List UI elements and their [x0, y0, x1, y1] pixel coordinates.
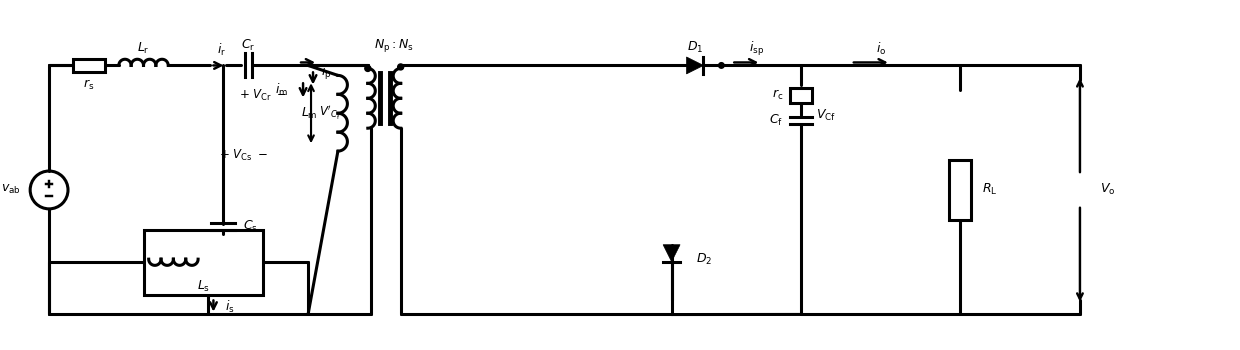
Bar — [144, 230, 263, 294]
Circle shape — [719, 63, 724, 68]
Text: $L_{\mathrm{m}}$: $L_{\mathrm{m}}$ — [301, 106, 317, 121]
Text: $V_{\mathrm{o}}$: $V_{\mathrm{o}}$ — [1100, 182, 1115, 197]
Text: $C_{\mathrm{f}}$: $C_{\mathrm{f}}$ — [769, 113, 784, 128]
Bar — [73, 59, 105, 72]
Text: $i_{\mathrm{r}}$: $i_{\mathrm{r}}$ — [217, 41, 226, 57]
Text: $+\ V_{\mathrm{Cr}}\ -$: $+\ V_{\mathrm{Cr}}\ -$ — [239, 88, 288, 103]
Text: $N_{\mathrm{p}}:N_{\mathrm{s}}$: $N_{\mathrm{p}}:N_{\mathrm{s}}$ — [374, 37, 414, 54]
Text: $r_{\mathrm{s}}$: $r_{\mathrm{s}}$ — [83, 78, 94, 92]
Text: $R_{\mathrm{L}}$: $R_{\mathrm{L}}$ — [982, 182, 998, 197]
Text: $L_{\mathrm{r}}$: $L_{\mathrm{r}}$ — [138, 41, 150, 56]
Text: $V_{\mathrm{Cf}}$: $V_{\mathrm{Cf}}$ — [816, 108, 836, 123]
Circle shape — [398, 64, 404, 70]
Text: $r_{\mathrm{c}}$: $r_{\mathrm{c}}$ — [771, 88, 784, 102]
Bar — [950, 160, 971, 220]
Text: $i_{\mathrm{p}}$: $i_{\mathrm{p}}$ — [321, 64, 331, 82]
Text: $L_{\mathrm{s}}$: $L_{\mathrm{s}}$ — [197, 279, 210, 294]
Text: $i_{\mathrm{m}}$: $i_{\mathrm{m}}$ — [275, 82, 288, 98]
Text: $C_{\mathrm{s}}$: $C_{\mathrm{s}}$ — [243, 219, 258, 234]
Polygon shape — [663, 245, 680, 262]
Circle shape — [365, 65, 371, 71]
Bar — [790, 88, 812, 103]
Text: $D_2$: $D_2$ — [697, 252, 713, 267]
Text: $C_{\mathrm{r}}$: $C_{\mathrm{r}}$ — [241, 38, 255, 53]
Text: $V'_{C_{\mathrm{f}}}$: $V'_{C_{\mathrm{f}}}$ — [319, 104, 341, 122]
Text: $i_{\mathrm{o}}$: $i_{\mathrm{o}}$ — [875, 41, 885, 57]
Text: $i_{\mathrm{s}}$: $i_{\mathrm{s}}$ — [226, 299, 236, 315]
Polygon shape — [687, 57, 703, 74]
Text: $D_1$: $D_1$ — [687, 40, 703, 55]
Text: $v_{\mathrm{ab}}$: $v_{\mathrm{ab}}$ — [1, 183, 21, 196]
Text: $i_{\mathrm{sp}}$: $i_{\mathrm{sp}}$ — [749, 40, 764, 57]
Text: $+\ V_{\mathrm{Cs}}\ -$: $+\ V_{\mathrm{Cs}}\ -$ — [219, 148, 268, 163]
